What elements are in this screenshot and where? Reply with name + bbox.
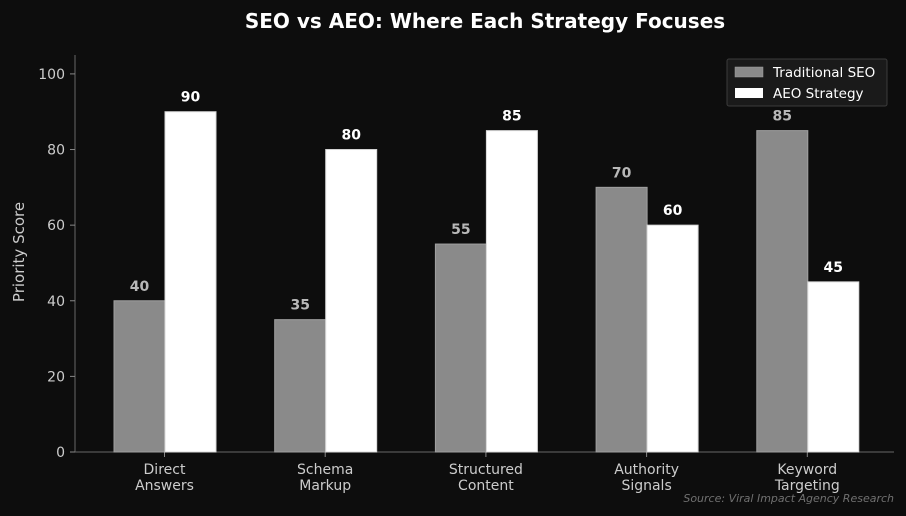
bar-seo	[434, 243, 487, 453]
legend-swatch-seo	[734, 66, 764, 78]
y-axis-ticks: 0 20 40 60 80 100	[38, 67, 75, 461]
legend: Traditional SEO AEO Strategy	[726, 58, 888, 107]
bar-value-label: 40	[130, 279, 150, 295]
x-tick-label: Schema	[297, 462, 353, 478]
bar-value-label: 70	[612, 165, 632, 181]
x-tick-label: Keyword	[777, 462, 837, 478]
bar-aeo	[164, 111, 217, 453]
legend-label-aeo: AEO Strategy	[773, 86, 864, 102]
bar-value-label: 45	[824, 260, 843, 276]
x-tick-label: Markup	[299, 478, 351, 494]
bar-value-label: 85	[502, 109, 521, 125]
bar-seo	[756, 130, 809, 453]
bar-aeo	[485, 130, 538, 453]
y-tick-label: 40	[47, 294, 65, 310]
bar-seo	[274, 319, 327, 453]
bar-value-label: 35	[290, 298, 309, 314]
bar-value-label: 80	[341, 128, 361, 144]
y-tick-label: 80	[47, 143, 65, 159]
y-tick-label: 60	[47, 218, 65, 234]
x-tick-label: Targeting	[774, 478, 840, 494]
bars-group	[113, 111, 860, 453]
legend-label-seo: Traditional SEO	[772, 65, 875, 81]
bar-value-label: 85	[773, 109, 792, 125]
bar-value-label: 60	[663, 203, 683, 219]
chart-title: SEO vs AEO: Where Each Strategy Focuses	[245, 9, 725, 33]
bar-seo	[113, 300, 166, 453]
x-tick-label: Structured	[449, 462, 523, 478]
x-tick-label: Signals	[621, 478, 671, 494]
source-note: Source: Viral Impact Agency Research	[683, 492, 894, 505]
y-tick-label: 20	[47, 369, 65, 385]
bar-aeo	[807, 281, 860, 453]
bar-aeo	[325, 149, 378, 453]
y-axis-label: Priority Score	[10, 202, 28, 302]
bar-value-label: 55	[451, 222, 470, 238]
bar-aeo	[646, 224, 699, 453]
y-tick-label: 100	[38, 67, 65, 83]
y-tick-label: 0	[56, 445, 65, 461]
x-tick-label: Direct	[144, 462, 186, 478]
x-tick-label: Answers	[135, 478, 194, 494]
value-labels-group: 40 35 55 70 85 90 80 85 60 45	[130, 90, 843, 314]
bar-value-label: 90	[181, 90, 201, 106]
bar-seo	[595, 186, 648, 453]
legend-box	[726, 58, 888, 107]
x-tick-label: Authority	[614, 462, 679, 478]
legend-swatch-aeo	[735, 88, 763, 98]
x-tick-label: Content	[458, 478, 514, 494]
